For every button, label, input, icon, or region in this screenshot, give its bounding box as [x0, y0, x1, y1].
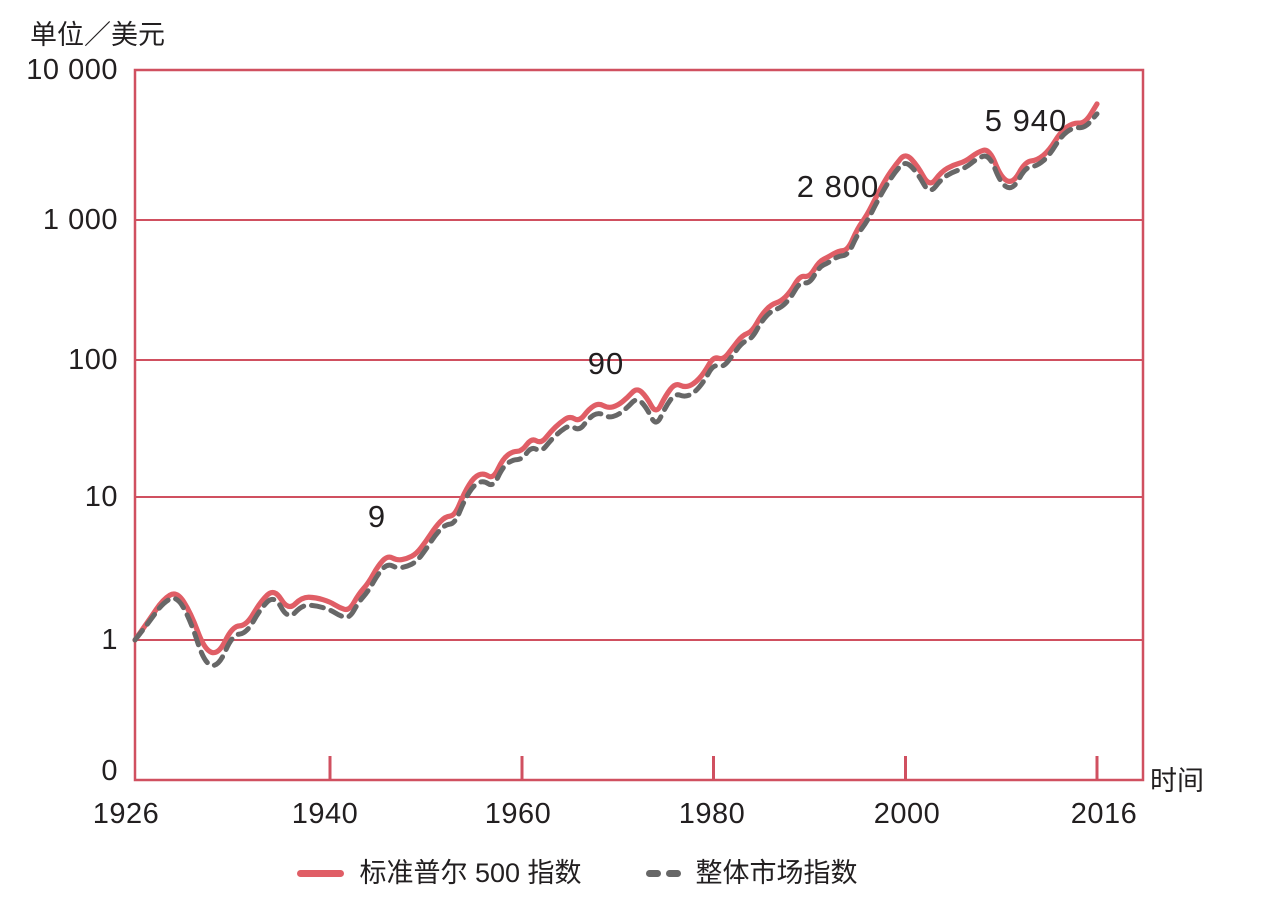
y-tick-label: 100: [68, 344, 118, 376]
y-axis-title: 单位／美元: [30, 20, 165, 50]
legend-item-sp500: 标准普尔 500 指数: [297, 856, 582, 890]
annotation-5940: 5 940: [984, 103, 1068, 138]
y-tick-label: 10 000: [26, 54, 118, 86]
y-tick-label: 0: [101, 755, 118, 787]
y-tick-label: 1 000: [42, 204, 118, 236]
x-tick-label: 1960: [484, 798, 552, 830]
legend: 标准普尔 500 指数 整体市场指数: [0, 856, 1155, 890]
annotation-90: 90: [587, 346, 625, 381]
legend-label-sp500: 标准普尔 500 指数: [359, 858, 582, 888]
annotation-2800: 2 800: [796, 169, 880, 204]
y-tick-label: 10: [84, 481, 118, 513]
y-tick-label: 1: [101, 624, 118, 656]
legend-swatch-solid-line: [297, 869, 345, 877]
x-tick-label: 2016: [1070, 798, 1138, 830]
legend-swatch-dashed-line: [645, 869, 681, 877]
x-tick-label: 1926: [92, 798, 160, 830]
legend-item-total-market: 整体市场指数: [645, 856, 858, 890]
legend-label-total-market: 整体市场指数: [695, 858, 858, 888]
annotation-9: 9: [367, 499, 387, 534]
x-tick-label: 2000: [873, 798, 941, 830]
x-tick-label: 1940: [291, 798, 359, 830]
x-tick-label: 1980: [678, 798, 746, 830]
x-axis-title: 时间: [1150, 766, 1204, 796]
